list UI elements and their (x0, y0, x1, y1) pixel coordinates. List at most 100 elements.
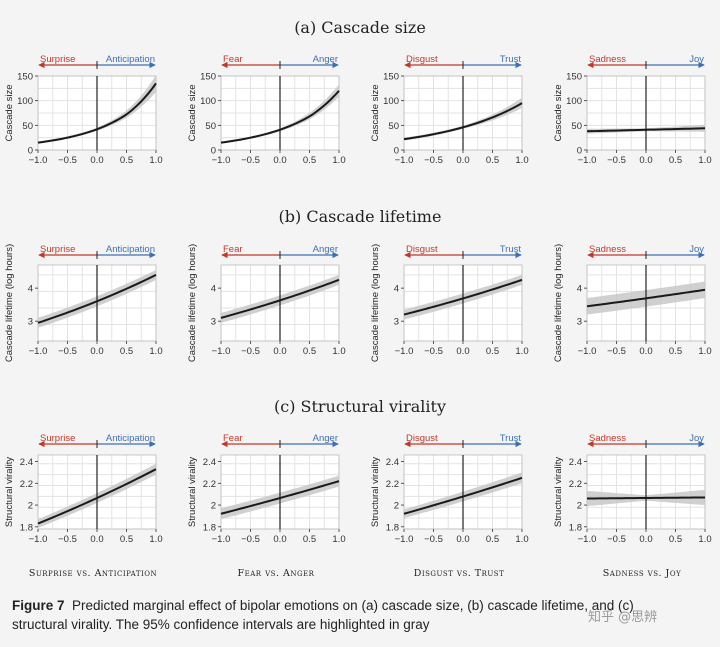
y-tick-label: 1.8 (203, 522, 216, 533)
y-axis-label: Cascade lifetime (log hours) (370, 244, 381, 362)
y-axis-label: Structural virality (187, 457, 198, 527)
pair-footer-label: Sadness vs. Joy (603, 568, 681, 579)
y-axis-label: Structural virality (553, 457, 564, 527)
left-emotion-label: Sadness (589, 244, 626, 255)
left-emotion-label: Surprise (40, 433, 75, 444)
section-title-1: (b) Cascade lifetime (279, 207, 442, 226)
x-tick-label: 0.0 (90, 534, 103, 545)
pair-footer-label: Surprise vs. Anticipation (29, 568, 157, 579)
x-tick-label: −0.5 (58, 155, 77, 166)
panel-1-2: 3 4 −1.0 −0.5 0.0 0.5 1.0 Cascade lifetime (log… (370, 244, 529, 362)
panel-0-3: 0 50 100 150 −1.0 −0.5 0.0 0.5 1.0 Cascade size Sa… (553, 54, 712, 166)
y-tick-label: 0 (211, 146, 216, 157)
y-tick-label: 2.2 (20, 479, 33, 490)
fitted-line (37, 468, 157, 525)
x-tick-label: −1.0 (212, 155, 231, 166)
x-tick-label: 1.0 (515, 155, 528, 166)
panel-0-0: 0 50 100 150 −1.0 −0.5 0.0 0.5 1.0 Cascade size Su… (4, 54, 163, 166)
y-tick-label: 0 (577, 146, 582, 157)
x-tick-label: 0.5 (669, 534, 682, 545)
x-tick-label: 1.0 (332, 155, 345, 166)
x-tick-label: 0.0 (90, 155, 103, 166)
y-tick-label: 150 (200, 72, 216, 83)
fitted-line (403, 278, 523, 316)
y-tick-label: 50 (388, 121, 399, 132)
panel-2-0: 1.8 2 2.2 2.4 −1.0 −0.5 0.0 0.5 1.0 Structural vi… (4, 433, 163, 545)
y-tick-label: 50 (22, 121, 33, 132)
x-tick-label: 1.0 (698, 155, 711, 166)
y-tick-label: 1.8 (386, 522, 399, 533)
left-emotion-label: Sadness (589, 54, 626, 65)
y-tick-label: 2 (211, 501, 216, 512)
y-tick-label: 2.4 (386, 457, 399, 468)
x-tick-label: 0.5 (486, 155, 499, 166)
x-tick-label: −1.0 (578, 155, 597, 166)
y-tick-label: 2 (28, 501, 33, 512)
y-tick-label: 2.4 (569, 457, 582, 468)
left-emotion-label: Fear (223, 433, 243, 444)
watermark: 知乎 @思辨 (588, 610, 658, 625)
x-tick-label: −0.5 (607, 534, 626, 545)
y-tick-label: 100 (17, 96, 33, 107)
y-axis-label: Structural virality (4, 457, 15, 527)
left-emotion-label: Surprise (40, 54, 75, 65)
x-tick-label: 0.0 (639, 534, 652, 545)
y-tick-label: 0 (28, 146, 33, 157)
x-tick-label: 0.0 (90, 346, 103, 357)
x-tick-label: 0.0 (456, 346, 469, 357)
x-tick-label: 0.0 (273, 346, 286, 357)
panel-1-3: 3 4 −1.0 −0.5 0.0 0.5 1.0 Cascade lifetime (log… (553, 244, 712, 362)
figure-label: Figure 7 (12, 598, 65, 613)
x-tick-label: −0.5 (241, 534, 260, 545)
right-emotion-label: Joy (689, 244, 704, 255)
fitted-line (37, 82, 157, 144)
x-tick-label: 0.0 (456, 534, 469, 545)
y-tick-label: 3 (211, 317, 216, 328)
left-emotion-label: Disgust (406, 54, 438, 65)
y-tick-label: 2.2 (386, 479, 399, 490)
panel-1-0: 3 4 −1.0 −0.5 0.0 0.5 1.0 Cascade lifetime (log… (4, 244, 163, 362)
y-tick-label: 0 (394, 146, 399, 157)
left-emotion-label: Fear (223, 54, 243, 65)
panel-0-2: 0 50 100 150 −1.0 −0.5 0.0 0.5 1.0 Cascade size Di… (370, 54, 529, 166)
x-tick-label: 0.5 (303, 155, 316, 166)
left-emotion-label: Surprise (40, 244, 75, 255)
pair-footer-label: Fear vs. Anger (238, 568, 315, 579)
y-tick-label: 100 (200, 96, 216, 107)
x-tick-label: 1.0 (332, 534, 345, 545)
x-tick-label: −0.5 (241, 155, 260, 166)
right-emotion-label: Anticipation (106, 54, 155, 65)
right-emotion-label: Trust (500, 433, 522, 444)
figure-caption: Figure 7 Predicted marginal effect of bi… (12, 596, 652, 634)
right-emotion-label: Anger (313, 54, 338, 65)
panel-2-3: 1.8 2 2.2 2.4 −1.0 −0.5 0.0 0.5 1.0 Structural vi… (553, 433, 712, 545)
right-emotion-label: Anger (313, 433, 338, 444)
x-tick-label: 1.0 (332, 346, 345, 357)
x-tick-label: 1.0 (149, 155, 162, 166)
x-tick-label: 0.0 (456, 155, 469, 166)
y-tick-label: 3 (394, 317, 399, 328)
x-tick-label: −0.5 (58, 346, 77, 357)
confidence-band (404, 97, 522, 141)
fitted-line (220, 480, 340, 515)
x-tick-label: −0.5 (424, 155, 443, 166)
x-tick-label: −0.5 (58, 534, 77, 545)
x-tick-label: 0.5 (486, 346, 499, 357)
y-tick-label: 3 (577, 317, 582, 328)
x-tick-label: 0.0 (639, 155, 652, 166)
y-tick-label: 150 (17, 72, 33, 83)
x-tick-label: −1.0 (395, 155, 414, 166)
x-tick-label: −1.0 (29, 155, 48, 166)
y-axis-label: Cascade size (553, 84, 564, 141)
x-tick-label: −0.5 (607, 155, 626, 166)
y-tick-label: 2 (577, 501, 582, 512)
fitted-line (403, 476, 523, 515)
y-tick-label: 4 (577, 284, 582, 295)
panel-2-1: 1.8 2 2.2 2.4 −1.0 −0.5 0.0 0.5 1.0 Structural vi… (187, 433, 346, 545)
x-tick-label: 0.5 (120, 346, 133, 357)
x-tick-label: 1.0 (149, 534, 162, 545)
y-axis-label: Cascade lifetime (log hours) (187, 244, 198, 362)
left-emotion-label: Sadness (589, 433, 626, 444)
y-tick-label: 4 (211, 284, 216, 295)
